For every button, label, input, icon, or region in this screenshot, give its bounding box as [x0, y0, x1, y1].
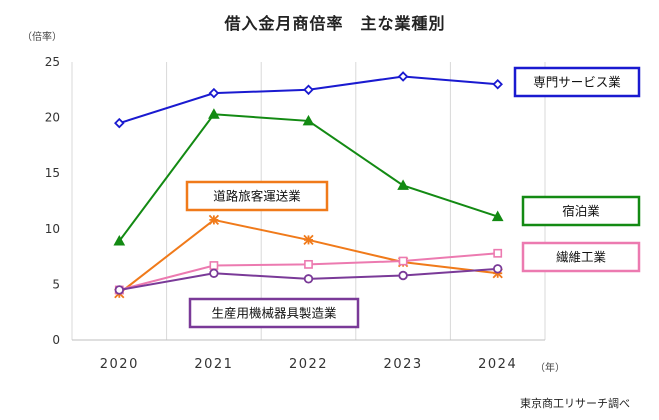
series-label-box — [188, 297, 360, 329]
series-label-box — [185, 180, 329, 212]
series-label: 繊維工業 — [521, 241, 641, 273]
y-tick-label: 5 — [52, 277, 60, 291]
point-marker — [114, 285, 124, 295]
point-marker — [398, 270, 408, 281]
point-marker — [493, 248, 503, 258]
x-tick-label: 2024 — [478, 357, 517, 372]
point-marker — [302, 114, 315, 126]
series-line — [118, 113, 499, 242]
point-marker — [208, 214, 220, 226]
y-axis-unit: （倍率） — [22, 30, 62, 43]
series-label-text: 道路旅客運送業 — [213, 189, 301, 204]
point-marker — [397, 71, 409, 82]
series — [114, 248, 503, 295]
series-label-box — [521, 195, 641, 227]
series-label-text: 宿泊業 — [562, 204, 600, 219]
series-label: 宿泊業 — [521, 195, 641, 227]
x-tick-label: 2023 — [384, 357, 423, 372]
series-layer — [113, 71, 504, 299]
series — [114, 264, 503, 295]
point-marker — [303, 274, 314, 284]
series-label-box — [521, 241, 641, 273]
series-label-text: 生産用機械器具製造業 — [211, 306, 337, 321]
series-label-box — [513, 66, 641, 98]
y-tick-label: 0 — [52, 333, 60, 347]
point-marker — [113, 235, 126, 246]
series-label: 生産用機械器具製造業 — [188, 297, 360, 329]
y-tick-label: 10 — [45, 222, 60, 236]
series — [114, 214, 503, 299]
y-tick-label: 25 — [45, 55, 60, 69]
x-tick-label: 2020 — [100, 357, 139, 372]
chart-title: 借入金月商倍率 主な業種別 — [223, 14, 445, 33]
series-label: 専門サービス業 — [513, 66, 641, 98]
series-label-text: 繊維工業 — [556, 250, 607, 265]
series — [113, 108, 504, 246]
point-marker — [398, 256, 408, 266]
series-line — [119, 252, 498, 291]
point-marker — [491, 210, 504, 222]
point-marker — [208, 87, 220, 99]
point-marker — [114, 117, 125, 129]
series-label-text: 専門サービス業 — [533, 75, 621, 90]
point-marker — [209, 261, 219, 270]
point-marker — [303, 234, 314, 246]
series — [114, 71, 503, 129]
point-marker — [492, 78, 503, 90]
point-marker — [493, 264, 503, 274]
point-marker — [208, 108, 220, 119]
axes: 0 5 10 15 20 25 2020 2021 2022 2023 2024 — [45, 55, 545, 372]
source-note: 東京商工リサーチ調べ — [520, 396, 630, 410]
y-tick-label: 20 — [45, 111, 60, 125]
y-tick-label: 15 — [45, 166, 60, 180]
point-marker — [303, 84, 314, 96]
series-label: 道路旅客運送業 — [185, 180, 329, 212]
point-marker — [304, 259, 313, 269]
x-axis-unit: （年） — [535, 361, 565, 374]
point-marker — [397, 179, 409, 190]
point-marker — [209, 268, 219, 278]
x-tick-label: 2021 — [194, 357, 233, 372]
x-tick-label: 2022 — [289, 357, 328, 372]
